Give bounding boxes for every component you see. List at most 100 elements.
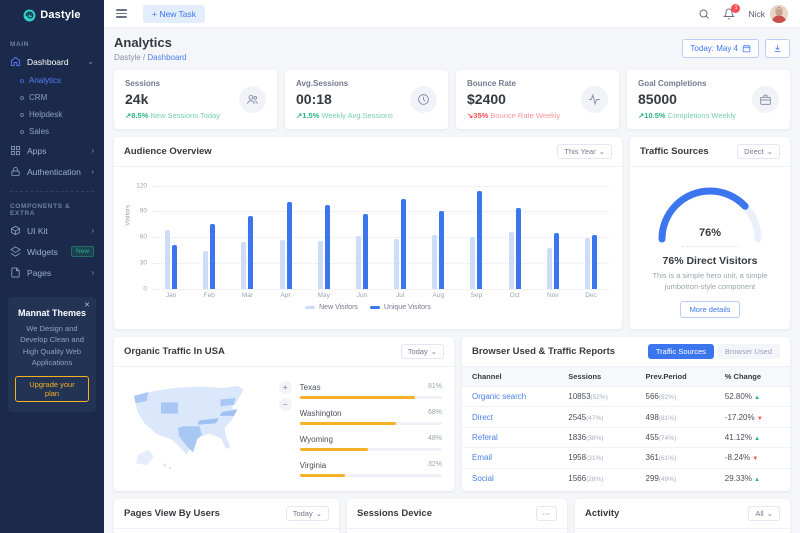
state-percentage: 81% (427, 383, 442, 390)
bar-group-jun (343, 177, 381, 289)
channel-link[interactable]: Referal (462, 426, 559, 448)
trend-down-icon: ▼ (752, 456, 759, 463)
bullet-icon (20, 78, 24, 83)
state-row-texas: Texas 81% (299, 383, 442, 399)
change-cell: -8.24% ▼ (714, 447, 790, 468)
y-tick-label: 30 (139, 259, 147, 267)
user-menu[interactable]: Nick (748, 4, 788, 23)
bar-unique-visitors (515, 208, 521, 289)
audience-filter-dropdown[interactable]: This Year ⌄ (557, 144, 612, 159)
sidebar-components-items: UI Kit › Widgets New Pages › (0, 220, 104, 283)
map-zoom-in-button[interactable]: + (278, 381, 292, 394)
sidebar-item-widgets[interactable]: Widgets New (0, 241, 104, 262)
bar-new-visitors (432, 234, 438, 289)
sidebar-subitem-crm[interactable]: CRM (0, 89, 104, 106)
channel-link[interactable]: Social (462, 467, 559, 488)
map-zoom-out-button[interactable]: − (278, 398, 292, 411)
chevron-right-icon: › (91, 267, 94, 277)
stat-card-bounce-rate: Bounce Rate $2400 ↘35% Bounce Rate Weekl… (456, 70, 619, 129)
sidebar-item-ui-kit[interactable]: UI Kit › (0, 220, 104, 241)
toggle-browser-used[interactable]: Browser Used (716, 344, 780, 359)
channel-link[interactable]: Email (462, 447, 559, 468)
prev-period-cell: 299(49%) (635, 467, 715, 488)
change-cell: -17.20% ▼ (714, 406, 790, 428)
topbar: + New Task 1 Nick (104, 0, 800, 28)
legend-item-new-visitors[interactable]: New Visitors (305, 304, 358, 311)
toggle-traffic-sources[interactable]: Traffic Sources (647, 344, 714, 359)
bar-unique-visitors (401, 198, 407, 289)
chevron-down-icon: ⌄ (315, 509, 322, 518)
sidebar-subitem-analytics[interactable]: Analytics (0, 72, 104, 89)
x-tick-label: Oct (509, 292, 520, 299)
column-header: % Change (714, 367, 790, 387)
upgrade-plan-button[interactable]: Upgrade your plan (15, 376, 89, 402)
breadcrumb-current[interactable]: Dashboard (147, 53, 187, 62)
state-name: Virginia (299, 461, 327, 470)
menu-toggle-icon[interactable] (116, 9, 127, 18)
sessions-cell: 1836(38%) (558, 426, 636, 448)
sidebar-item-apps[interactable]: Apps › (0, 140, 104, 161)
sessions-device-menu-button[interactable]: ⋯ (535, 506, 557, 521)
sidebar-subitem-sales[interactable]: Sales (0, 123, 104, 140)
y-tick-label: 120 (136, 182, 147, 190)
brand-logo[interactable]: Dastyle (0, 0, 104, 30)
new-task-button[interactable]: + New Task (143, 4, 206, 23)
usa-map[interactable]: + − (126, 375, 292, 485)
x-tick-label: Mar (241, 292, 254, 299)
sessions-cell: 2545(47%) (558, 406, 636, 428)
gauge-divider (682, 246, 738, 247)
date-range-button[interactable]: Today: May 4 (682, 39, 759, 58)
trend-up-icon: ▲ (754, 435, 761, 442)
table-row: Direct 2545(47%) 498(81%) -17.20% ▼ (462, 406, 790, 428)
stat-delta: ↘35% Bounce Rate Weekly (467, 111, 561, 120)
sessions-cell: 1566(26%) (558, 467, 636, 488)
notifications-bell-icon[interactable]: 1 (723, 3, 741, 20)
close-icon[interactable]: ✕ (84, 302, 90, 309)
sidebar-item-authentication[interactable]: Authentication › (0, 161, 104, 182)
bar-new-visitors (317, 240, 323, 289)
pages-view-title: Pages View By Users (124, 508, 220, 519)
users-icon (247, 94, 258, 104)
download-button[interactable] (765, 39, 790, 58)
bar-unique-visitors (210, 223, 216, 289)
change-cell: 52.80% ▲ (714, 385, 790, 407)
state-virginia (219, 409, 238, 416)
bar-group-nov (534, 177, 572, 289)
bar-new-visitors (546, 247, 552, 289)
stat-label: Goal Completions (638, 79, 707, 88)
search-icon[interactable] (698, 8, 710, 20)
organic-traffic-title: Organic Traffic In USA (124, 346, 225, 357)
page-view-row[interactable]: Dastyle - Admin Dashboard 4.3k (114, 529, 339, 533)
pages-view-filter-dropdown[interactable]: Today ⌄ (285, 506, 329, 521)
chevron-down-icon: ⌄ (766, 509, 773, 518)
sidebar-item-pages[interactable]: Pages › (0, 262, 104, 283)
sidebar-item-dashboard[interactable]: Dashboard ⌄ (0, 51, 104, 72)
stat-value: 00:18 (296, 91, 332, 107)
state-washington (134, 392, 149, 404)
state-name: Washington (299, 409, 342, 418)
download-icon (774, 45, 781, 52)
breadcrumb-root[interactable]: Dastyle (114, 53, 141, 62)
calendar-icon (742, 44, 751, 53)
bar-group-sep (457, 177, 495, 289)
avatar (770, 4, 788, 23)
more-details-button[interactable]: More details (679, 300, 741, 318)
sidebar-subitem-helpdesk[interactable]: Helpdesk (0, 106, 104, 123)
organic-filter-dropdown[interactable]: Today ⌄ (400, 344, 444, 359)
activity-filter-dropdown[interactable]: All ⌄ (748, 506, 780, 521)
traffic-sources-card: Traffic Sources Direct ⌄ 76% 76% Direc (630, 137, 790, 329)
sidebar-item-label: Dashboard (27, 56, 69, 67)
channel-link[interactable]: Organic search (462, 385, 559, 407)
bullet-icon (20, 112, 24, 117)
activity-item[interactable]: Donald updated the status of Refund #123… (575, 529, 790, 533)
traffic-sources-filter-dropdown[interactable]: Direct ⌄ (737, 144, 780, 159)
bar-unique-visitors (362, 214, 368, 289)
stat-card-sessions: Sessions 24k ↗8.5% New Sessions Today (114, 70, 277, 129)
sessions-device-donut-chart (347, 529, 567, 533)
channel-link[interactable]: Direct (462, 406, 559, 428)
legend-item-unique-visitors[interactable]: Unique Visitors (369, 304, 431, 311)
bar-group-feb (190, 177, 228, 289)
bullet-icon (20, 95, 24, 100)
state-tennessee (197, 418, 219, 425)
y-tick-label: 0 (143, 285, 147, 293)
